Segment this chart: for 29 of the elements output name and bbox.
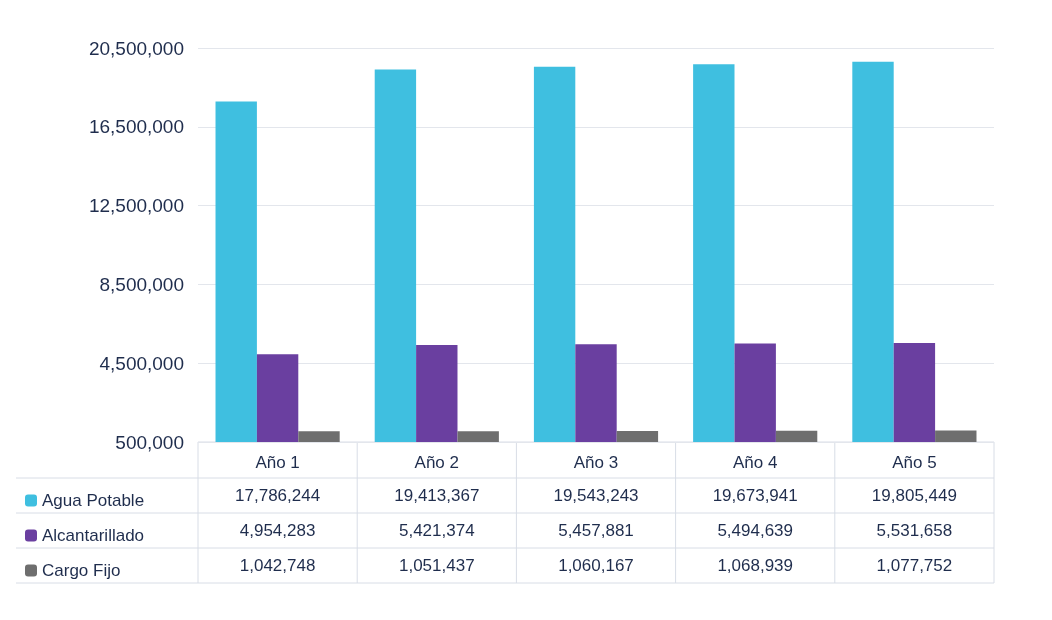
x-tick-label: Año 5 xyxy=(892,453,937,472)
legend-label: Alcantarillado xyxy=(42,526,145,545)
data-label: 1,068,939 xyxy=(717,556,794,575)
data-label: 19,805,449 xyxy=(871,486,957,505)
data-label: 1,051,437 xyxy=(398,556,475,575)
x-tick-label: Año 4 xyxy=(732,453,778,472)
data-label: 19,673,941 xyxy=(712,486,798,505)
legend-label: Agua Potable xyxy=(42,491,145,510)
data-label: 19,413,367 xyxy=(394,486,480,505)
data-label: 4,954,283 xyxy=(239,521,316,540)
data-label: 5,457,881 xyxy=(558,521,634,540)
data-label: 5,531,658 xyxy=(876,521,953,540)
data-label: 19,543,243 xyxy=(553,486,639,505)
y-tick-label: 8,500,000 xyxy=(99,273,184,295)
y-tick-label: 500,000 xyxy=(115,431,184,453)
x-tick-label: Año 1 xyxy=(255,453,300,472)
legend-label: Cargo Fijo xyxy=(42,561,121,580)
data-label: 17,786,244 xyxy=(235,486,321,505)
data-label: 5,494,639 xyxy=(717,521,794,540)
data-label: 5,421,374 xyxy=(398,521,475,540)
data-label: 1,060,167 xyxy=(558,556,634,575)
data-label: 1,042,748 xyxy=(239,556,316,575)
y-tick-label: 20,500,000 xyxy=(88,37,184,59)
y-tick-label: 12,500,000 xyxy=(88,195,184,217)
data-label: 1,077,752 xyxy=(876,556,953,575)
x-tick-label: Año 3 xyxy=(573,453,619,472)
y-tick-label: 4,500,000 xyxy=(99,352,184,374)
y-tick-label: 16,500,000 xyxy=(88,116,184,138)
x-tick-label: Año 2 xyxy=(414,453,460,472)
